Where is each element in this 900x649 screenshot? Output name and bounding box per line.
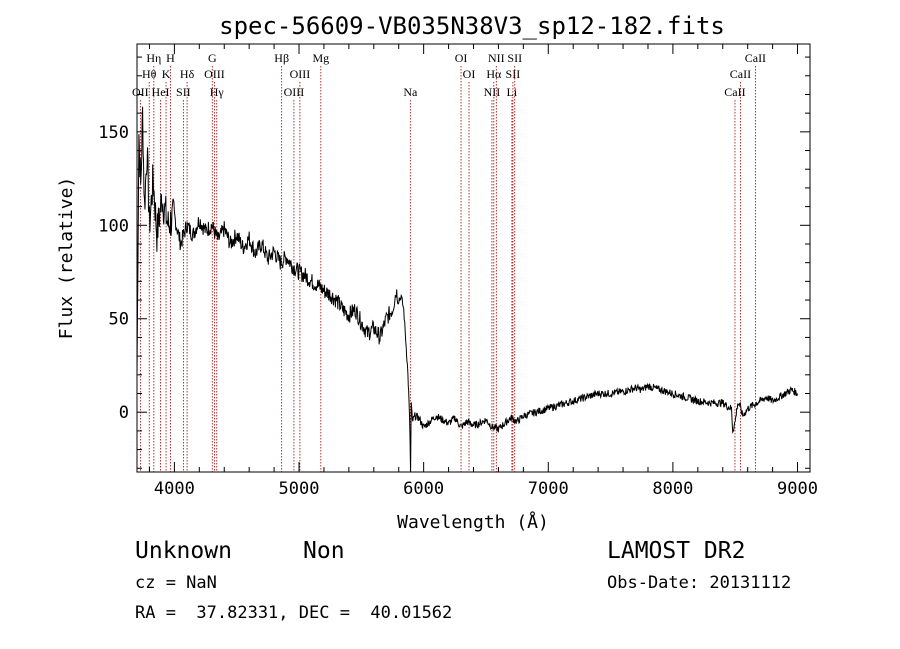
x-tick-label: 4000 bbox=[154, 479, 195, 499]
y-axis: 0 50 100 150 bbox=[98, 56, 810, 469]
object-subclass: Non bbox=[303, 538, 345, 564]
x-axis: 4000 5000 6000 7000 8000 9000 bbox=[148, 44, 818, 499]
object-class: Unknown bbox=[135, 538, 232, 564]
x-tick-label: 9000 bbox=[777, 479, 818, 499]
line-marker-label: CaII bbox=[730, 67, 751, 81]
coordinates: RA = 37.82331, DEC = 40.01562 bbox=[135, 603, 453, 623]
x-tick-label: 8000 bbox=[652, 479, 693, 499]
y-tick-label: 50 bbox=[109, 310, 129, 330]
line-marker-label: CaII bbox=[724, 85, 745, 99]
line-marker-label: Hθ bbox=[142, 67, 157, 81]
line-marker-label: OII bbox=[132, 85, 149, 99]
line-markers: OIIHθHηHeIKHSIIHδGOIIIHγHβOIIIOIIIMgNaOI… bbox=[132, 51, 766, 472]
line-marker-label: OIII bbox=[290, 67, 311, 81]
line-marker-label: SII bbox=[176, 85, 191, 99]
survey-name: LAMOST DR2 bbox=[607, 538, 746, 564]
y-tick-label: 100 bbox=[98, 216, 129, 236]
line-marker-label: HeI bbox=[152, 85, 170, 99]
redshift-cz: cz = NaN bbox=[135, 573, 217, 593]
line-marker-label: OIII bbox=[204, 67, 225, 81]
line-marker-label: OIII bbox=[284, 85, 305, 99]
plot-frame bbox=[136, 43, 811, 473]
y-tick-label: 150 bbox=[98, 123, 129, 143]
y-axis-label: Flux (relative) bbox=[56, 177, 77, 340]
line-marker-label: K bbox=[162, 67, 171, 81]
line-marker-label: Na bbox=[403, 85, 418, 99]
line-marker-label: CaII bbox=[745, 51, 766, 65]
line-marker-label: Hβ bbox=[274, 51, 289, 65]
line-marker-label: SII bbox=[507, 51, 522, 65]
x-tick-label: 6000 bbox=[403, 479, 444, 499]
line-marker-label: SII bbox=[506, 67, 521, 81]
line-marker-label: H bbox=[166, 51, 175, 65]
x-tick-label: 7000 bbox=[528, 479, 569, 499]
observation-date: Obs-Date: 20131112 bbox=[607, 573, 792, 593]
line-marker-label: Li bbox=[507, 85, 518, 99]
line-marker-label: G bbox=[208, 51, 217, 65]
line-marker-label: Hα bbox=[486, 67, 502, 81]
line-marker-label: Hη bbox=[146, 51, 161, 65]
line-marker-label: NII bbox=[488, 51, 505, 65]
chart-title: spec-56609-VB035N38V3_sp12-182.fits bbox=[219, 12, 725, 40]
spectrum-line bbox=[136, 106, 798, 473]
x-axis-label: Wavelength (Å) bbox=[397, 511, 549, 533]
y-tick-label: 0 bbox=[119, 403, 129, 423]
line-marker-label: Mg bbox=[312, 51, 329, 65]
line-marker-label: Hδ bbox=[180, 67, 195, 81]
line-marker-label: Hγ bbox=[210, 85, 225, 99]
x-tick-label: 5000 bbox=[279, 479, 320, 499]
line-marker-label: NII bbox=[484, 85, 501, 99]
line-marker-label: OI bbox=[463, 67, 476, 81]
line-marker-label: OI bbox=[455, 51, 468, 65]
